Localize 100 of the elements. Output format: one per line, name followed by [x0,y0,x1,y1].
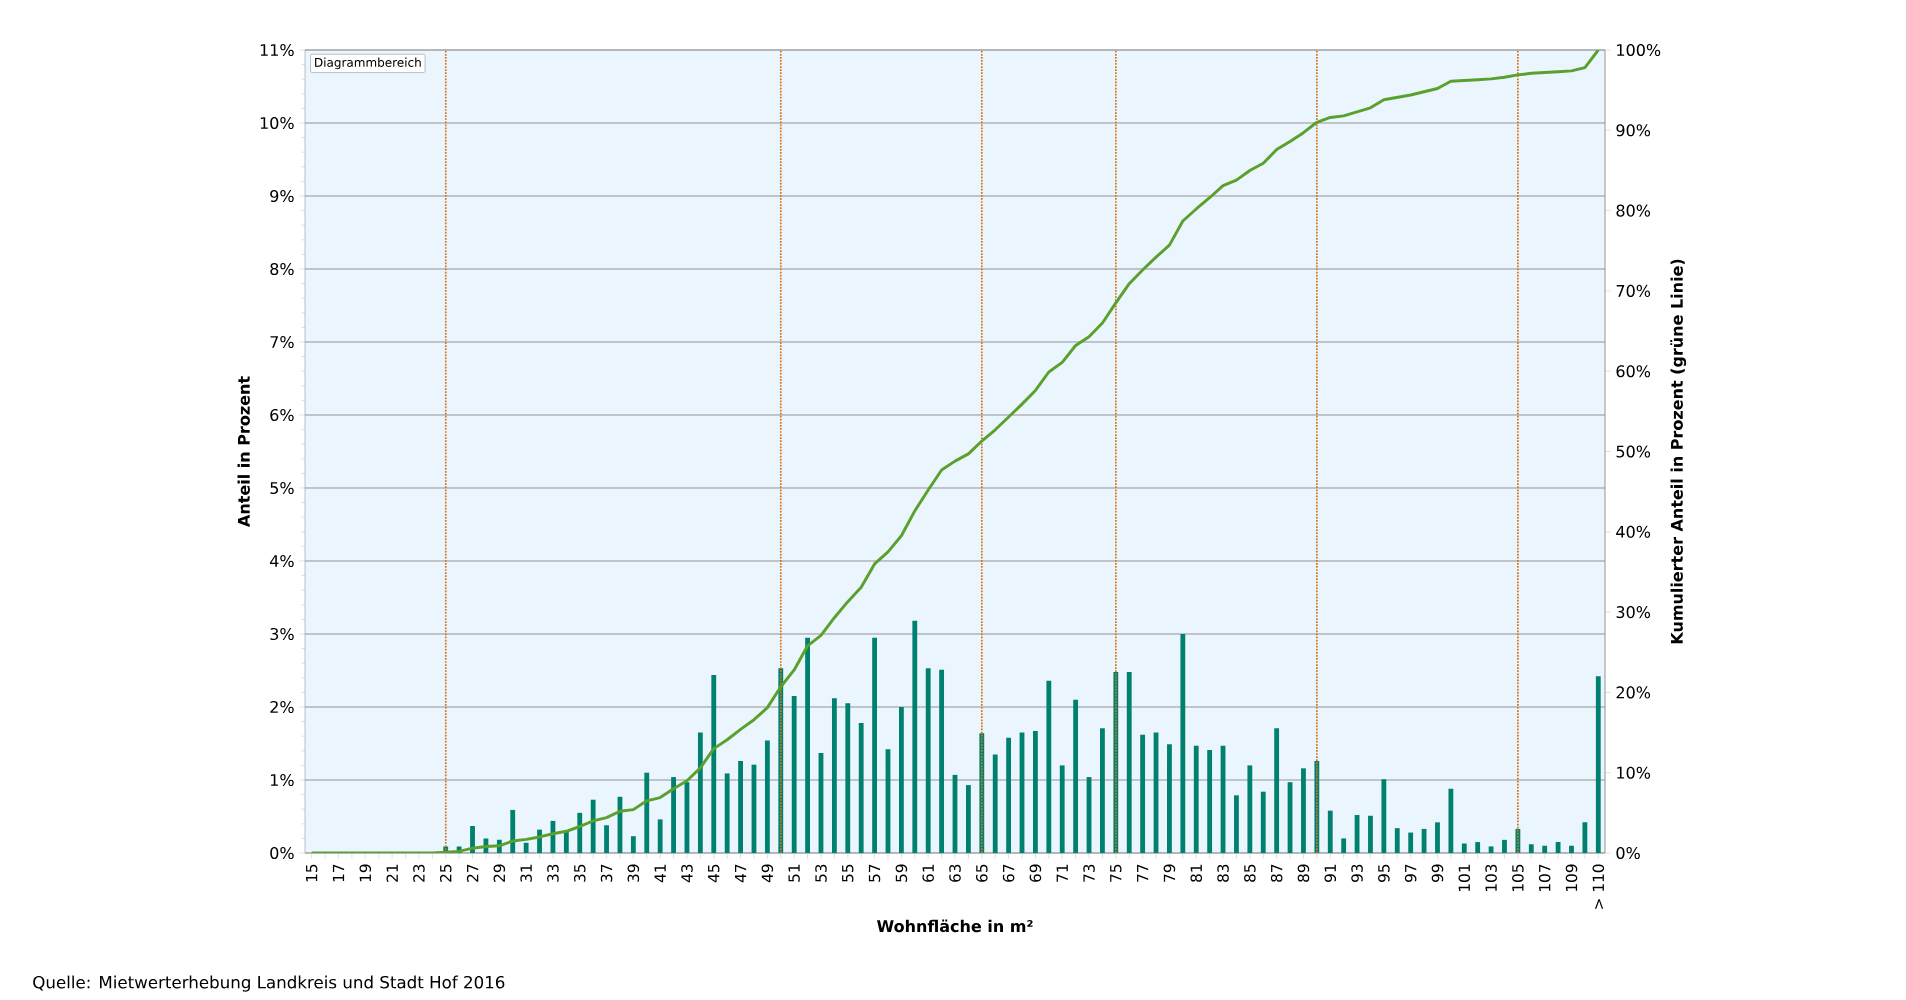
bar [1435,822,1440,853]
x-tick-label: 85 [1244,864,1256,882]
bar [872,637,878,853]
x-tick-label: 23 [413,864,425,882]
bar [697,732,703,853]
source-note: Quelle: Mietwerterhebung Landkreis und Stadt Hof 2016 [33,975,505,992]
x-tick-label: 75 [1110,864,1122,882]
bar [805,637,810,853]
y-tick-label: 11% [260,43,294,57]
x-tick-label: 69 [1029,864,1042,882]
bar [1408,832,1414,853]
bar [858,723,864,853]
y2-tick-label: 10% [1617,766,1651,779]
x-tick-label: 103 [1485,864,1497,891]
x-tick-label: 77 [1137,864,1149,882]
x-tick-label: 43 [681,864,693,883]
x-tick-label: 81 [1190,864,1203,882]
bar [1207,750,1213,853]
y-tick-label: 5% [270,481,294,495]
bar [1046,680,1052,853]
bar [1528,844,1534,853]
x-tick-label: 17 [332,864,345,882]
y2-axis-title: Kumulierter Anteil in Prozent (grüne Linie) [1670,259,1687,644]
y-tick-label: 8% [270,262,294,276]
x-tick-label: 55 [842,864,854,882]
bar [590,799,596,853]
x-tick-label: 33 [547,864,559,882]
bar [1542,845,1548,853]
bar [1475,842,1481,853]
y-tick-label: 3% [270,627,294,641]
bar [1327,810,1333,853]
bar [644,772,650,853]
y2-tick-label: 30% [1616,606,1651,619]
bar [1260,791,1266,853]
bar [1381,779,1387,853]
y-tick-label: 0% [270,846,294,860]
bar [1126,671,1132,853]
x-tick-label: 57 [868,864,881,882]
x-tick-label: 25 [439,864,452,882]
bar [1073,699,1079,853]
y2-tick-label: 100% [1617,43,1661,57]
x-tick-label: 37 [600,864,613,882]
bar [630,836,636,853]
x-tick-label: 97 [1404,864,1417,882]
bar [1006,737,1012,853]
x-tick-label: 27 [466,864,479,882]
bar [845,703,851,853]
x-tick-label: 101 [1458,864,1471,891]
bar [563,831,569,853]
bar [657,819,663,853]
bar [1595,676,1601,853]
x-tick-label: 39 [627,864,640,882]
x-tick-label: 87 [1270,864,1283,882]
x-tick-label: 89 [1297,864,1310,882]
bar [1582,822,1588,853]
bar [925,668,931,853]
x-tick-label: 31 [520,864,532,882]
bar [912,620,918,853]
x-tick-label: 79 [1163,864,1176,882]
bar [577,812,583,853]
bar [1461,843,1467,853]
bar [724,773,730,853]
x-tick-label: 95 [1378,864,1390,882]
bar [791,696,797,853]
bar [1247,765,1253,853]
x-tick-label: 109 [1565,864,1578,891]
x-tick-label: 49 [761,864,774,883]
x-tick-label: 65 [976,864,988,882]
y-tick-label: 2% [270,700,294,714]
x-tick-label: 15 [306,864,318,882]
bar [1180,634,1186,853]
y-tick-label: 9% [270,189,294,203]
y-tick-label: 1% [270,773,294,787]
x-tick-label: 99 [1431,864,1444,882]
bar [1193,745,1199,853]
bar [1448,788,1454,853]
y-tick-label: 7% [270,335,294,349]
y2-tick-label: 60% [1616,365,1651,378]
x-axis-title: Wohnfläche in m² [877,919,1033,933]
x-tick-label: > 110 [1592,864,1605,909]
bar [523,842,529,853]
bar [1555,842,1561,853]
x-tick-label: 41 [654,864,666,883]
bar [1394,828,1400,853]
x-tick-label: 63 [949,864,961,882]
y-tick-label: 10% [260,116,294,130]
x-tick-label: 93 [1351,864,1363,882]
y2-tick-label: 50% [1616,445,1651,458]
y2-tick-label: 80% [1616,204,1651,217]
x-tick-label: 53 [815,864,827,882]
y2-tick-label: 0% [1616,846,1640,860]
bar [992,754,998,853]
bar [898,707,904,853]
x-tick-label: 91 [1324,864,1337,882]
x-tick-label: 21 [386,864,398,882]
y2-tick-label: 90% [1616,124,1651,137]
y-axis-title: Anteil in Prozent [237,376,250,527]
bar [1569,845,1574,853]
y2-tick-label: 40% [1616,525,1651,538]
x-tick-label: 45 [708,864,720,883]
